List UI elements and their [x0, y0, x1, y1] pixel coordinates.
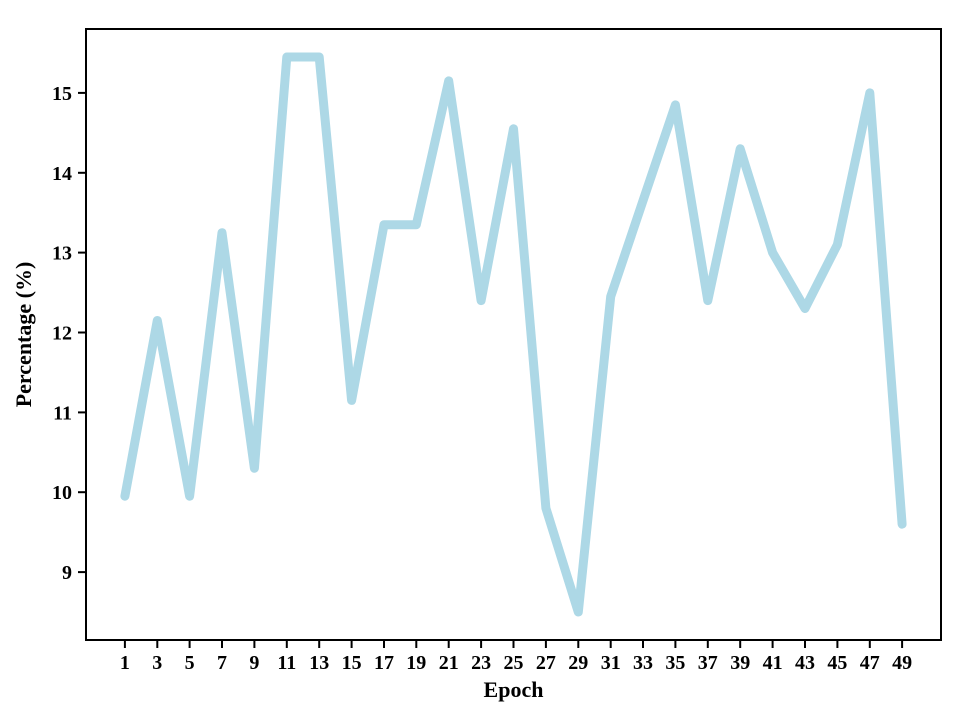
- x-axis-tick-label: 17: [374, 652, 394, 674]
- x-axis-tick-label: 19: [406, 652, 426, 674]
- x-axis-tick-label: 21: [439, 652, 459, 674]
- x-axis-tick-label: 33: [633, 652, 653, 674]
- plot-border: [85, 28, 942, 641]
- data-line-series: [120, 52, 907, 617]
- y-axis-label: Percentage (%): [11, 262, 36, 408]
- x-axis-tick-label: 11: [277, 652, 296, 674]
- y-axis-tick-label: 12: [52, 323, 72, 345]
- x-axis-tick-label: 35: [665, 652, 685, 674]
- x-axis-tick-label: 37: [698, 652, 718, 674]
- x-axis-label: Epoch: [484, 677, 544, 702]
- x-axis-tick-label: 23: [471, 652, 491, 674]
- x-axis-tick-label: 13: [309, 652, 329, 674]
- x-axis-tick-label: 43: [795, 652, 815, 674]
- x-axis-tick-label: 9: [249, 652, 259, 674]
- y-axis-tick-label: 15: [52, 83, 72, 105]
- x-axis-tick-label: 1: [120, 652, 130, 674]
- x-axis-tick-label: 5: [185, 652, 195, 674]
- y-axis-tick-label: 11: [53, 402, 72, 424]
- x-axis-tick-label: 7: [217, 652, 227, 674]
- x-axis-tick-label: 49: [892, 652, 912, 674]
- x-axis-tick-label: 45: [827, 652, 847, 674]
- x-axis-tick-label: 41: [763, 652, 783, 674]
- y-axis-tick-label: 13: [52, 243, 72, 265]
- y-axis-tick-label: 14: [52, 163, 72, 185]
- x-axis-tick-label: 29: [568, 652, 588, 674]
- y-axis-tick-label: 9: [62, 562, 72, 584]
- x-axis-tick-label: 27: [536, 652, 556, 674]
- x-axis-tick-label: 39: [730, 652, 750, 674]
- x-axis-tick-label: 31: [601, 652, 621, 674]
- x-axis-tick-label: 25: [504, 652, 524, 674]
- x-axis-tick-label: 3: [152, 652, 162, 674]
- y-axis-tick-label: 10: [52, 482, 72, 504]
- x-axis-tick-label: 15: [342, 652, 362, 674]
- x-axis-tick-label: 47: [860, 652, 880, 674]
